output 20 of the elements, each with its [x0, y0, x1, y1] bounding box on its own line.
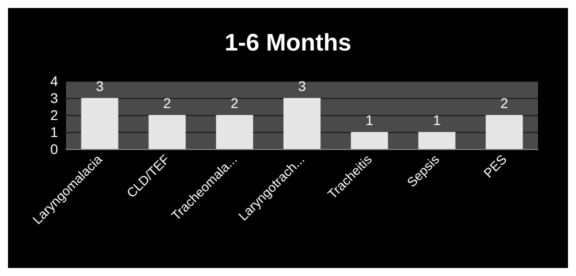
- data-label: 3: [96, 78, 104, 94]
- bar: [350, 132, 388, 149]
- bar: [283, 98, 321, 149]
- y-tick-label: 3: [50, 90, 58, 106]
- data-label: 1: [432, 112, 441, 128]
- bar: [81, 98, 118, 149]
- bar: [418, 132, 456, 149]
- y-tick-label: 1: [50, 124, 58, 140]
- y-tick-label: 4: [50, 73, 58, 89]
- data-label: 1: [366, 112, 374, 128]
- data-label: 2: [163, 95, 172, 111]
- y-tick-label: 2: [50, 107, 58, 123]
- bar: [486, 115, 523, 149]
- data-label: 2: [230, 95, 239, 111]
- data-label: 3: [298, 78, 306, 94]
- bar: [148, 115, 186, 149]
- bar: [216, 115, 254, 149]
- data-label: 2: [500, 95, 508, 111]
- chart-title: 1-6 Months: [224, 30, 352, 56]
- y-tick-label: 0: [50, 141, 58, 157]
